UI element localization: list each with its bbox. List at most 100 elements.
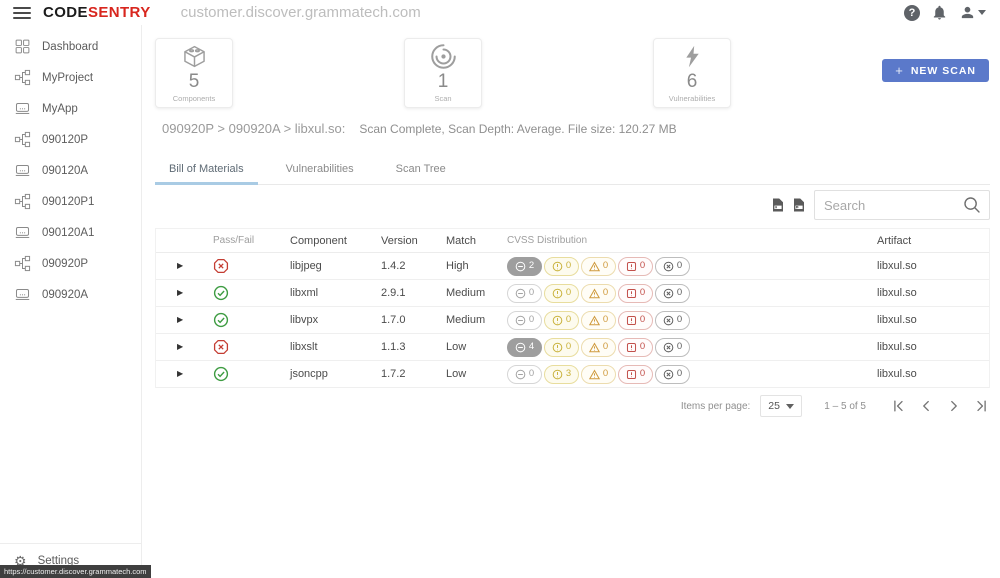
tab-vulnerabilities[interactable]: Vulnerabilities [285,163,354,175]
table-row[interactable]: ▶ libxslt 1.1.3 Low 4 0 0 0 [156,334,989,361]
pass-icon [213,366,229,382]
new-scan-button[interactable]: + NEW SCAN [882,59,989,82]
cvss-badge-low[interactable]: 0 [544,283,579,303]
sidebar-item-myapp[interactable]: MyApp [0,93,141,124]
sidebar-item-090120a[interactable]: 090120A [0,155,141,186]
next-page-icon[interactable] [946,398,962,414]
cvss-badge-high[interactable]: 0 [618,310,653,330]
sidebar-item-090920p[interactable]: 090920P [0,248,141,279]
components-stat-card[interactable]: 5 Components [155,38,233,108]
component-name: jsoncpp [290,368,328,380]
cvss-badge-low[interactable]: 0 [544,256,579,276]
plus-icon: + [895,63,904,78]
user-menu[interactable] [959,4,986,21]
expand-row-icon[interactable]: ▶ [177,261,184,270]
cvss-badge-low[interactable]: 0 [544,337,579,357]
cvss-badge-critical[interactable]: 0 [655,337,690,357]
cvss-badge-medium[interactable]: 0 [581,283,616,303]
items-per-page-select[interactable]: 25 [760,395,803,417]
project-tree-icon [14,193,31,210]
minus-circle-icon [515,342,526,352]
table-row[interactable]: ▶ libxml 2.9.1 Medium 0 0 0 0 [156,280,989,307]
cvss-distribution: 2 0 0 0 0 [484,256,694,276]
cvss-badge-low[interactable]: 0 [544,310,579,330]
pdf-export-icon[interactable] [793,198,805,212]
cvss-badge-none[interactable]: 4 [507,337,542,357]
cvss-badge-high[interactable]: 0 [618,283,653,303]
vulnerabilities-stat-card[interactable]: 6 Vulnerabilities [653,38,731,108]
previous-page-icon[interactable] [918,398,934,414]
table-row[interactable]: ▶ jsoncpp 1.7.2 Low 0 3 0 0 [156,361,989,388]
dashboard-icon [15,39,30,54]
sidebar-item-myproject[interactable]: MyProject [0,62,141,93]
expand-row-icon[interactable]: ▶ [177,288,184,297]
first-page-icon[interactable] [890,398,906,414]
fail-icon [213,258,229,274]
match-level: Medium [446,287,486,299]
cvss-count: 0 [602,260,609,272]
sidebar-item-settings[interactable]: ⚙ Settings [0,543,141,578]
notifications-icon[interactable] [931,4,948,21]
component-version: 1.7.2 [381,368,406,380]
cvss-badge-medium[interactable]: 0 [581,364,616,384]
scan-label: Scan [434,93,452,103]
expand-row-icon[interactable]: ▶ [177,369,184,378]
component-version: 1.7.0 [381,314,406,326]
minus-circle-icon [515,369,526,379]
tab-scan-tree[interactable]: Scan Tree [395,163,446,175]
help-icon[interactable]: ? [904,4,920,21]
component-version: 2.9.1 [381,287,406,299]
exclamation-square-icon [626,261,636,271]
last-page-icon[interactable] [974,398,990,414]
tab-bill-of-materials[interactable]: Bill of Materials [155,155,258,185]
cvss-badge-high[interactable]: 0 [618,364,653,384]
cvss-badge-critical[interactable]: 0 [655,256,690,276]
app-icon [15,165,30,176]
sidebar-item-label: 090920P [42,257,89,270]
cvss-badge-critical[interactable]: 0 [655,310,690,330]
expand-row-icon[interactable]: ▶ [177,315,184,324]
table-row[interactable]: ▶ libvpx 1.7.0 Medium 0 0 0 0 [156,307,989,334]
cvss-badge-none[interactable]: 0 [507,310,542,330]
exclamation-circle-icon [552,288,563,298]
cvss-badge-none[interactable]: 0 [507,364,542,384]
cvss-badge-critical[interactable]: 0 [655,283,690,303]
cvss-badge-medium[interactable]: 0 [581,256,616,276]
gear-icon: ⚙ [14,553,27,569]
sidebar-item-090120a1[interactable]: 090120A1 [0,217,141,248]
logo-sentry-text: SENTRY [87,4,151,21]
exclamation-square-icon [626,369,636,379]
items-per-page-value: 25 [768,400,780,412]
breadcrumb[interactable]: 090920P > 090920A > libxul.so: [162,121,346,136]
cvss-badge-high[interactable]: 0 [618,337,653,357]
cvss-badge-low[interactable]: 3 [544,364,579,384]
minus-circle-icon [515,261,526,271]
pagination: Items per page: 25 1 – 5 of 5 [681,395,990,417]
component-name: libxslt [290,341,318,353]
scan-stat-card[interactable]: 1 Scan [404,38,482,108]
search-input[interactable] [815,197,962,213]
sidebar-item-090120p[interactable]: 090120P [0,124,141,155]
sidebar-item-dashboard[interactable]: Dashboard [0,31,141,62]
cvss-badge-medium[interactable]: 0 [581,310,616,330]
expand-row-icon[interactable]: ▶ [177,342,184,351]
table-row[interactable]: ▶ libjpeg 1.4.2 High 2 0 0 0 [156,253,989,280]
search-icon[interactable] [962,195,982,215]
cvss-badge-critical[interactable]: 0 [655,364,690,384]
sidebar-item-090920a[interactable]: 090920A [0,279,141,310]
codesentry-logo[interactable]: CODESENTRY [43,5,151,20]
minus-circle-icon [515,288,526,298]
cvss-count: 0 [602,314,609,326]
cvss-badge-high[interactable]: 0 [618,256,653,276]
menu-icon[interactable] [13,6,31,19]
artifact-name: libxul.so [877,260,917,272]
cvss-badge-none[interactable]: 2 [507,256,542,276]
cvss-count: 3 [565,368,572,380]
sidebar-item-label: MyProject [42,71,94,84]
excel-export-icon[interactable] [772,198,784,212]
sidebar-item-090120p1[interactable]: 090120P1 [0,186,141,217]
topbar-actions: ? [904,4,986,21]
project-tree-icon [14,255,31,272]
cvss-badge-medium[interactable]: 0 [581,337,616,357]
cvss-badge-none[interactable]: 0 [507,283,542,303]
